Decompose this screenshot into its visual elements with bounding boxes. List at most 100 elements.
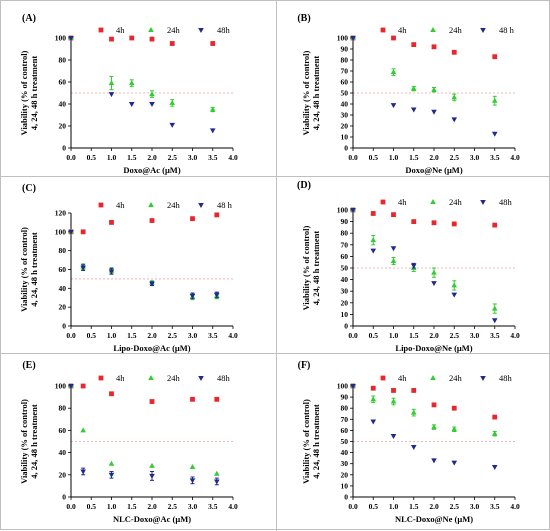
data-point-h24 — [189, 464, 196, 470]
x-axis-label: Doxo@Ac (μM) — [123, 165, 181, 175]
data-point-h48 — [370, 419, 377, 425]
data-point-h48 — [491, 465, 498, 471]
x-tick-label: 0.5 — [87, 331, 97, 340]
y-tick-label: 90 — [341, 45, 349, 54]
data-point-h48 — [350, 36, 356, 41]
y-tick-label: 50 — [341, 89, 349, 98]
data-point-h48 — [108, 269, 115, 275]
y-tick-label: 0 — [344, 144, 348, 153]
legend-label: 24h — [449, 197, 463, 207]
data-point-h24 — [390, 398, 397, 404]
y-tick-label: 60 — [341, 78, 349, 87]
y-tick-label: 40 — [341, 275, 349, 284]
x-axis-label: Lipo-Doxo@Ac (μM) — [113, 343, 190, 353]
x-tick-label: 0.5 — [369, 153, 379, 162]
x-tick-label: 1.0 — [389, 502, 399, 511]
legend-label: 24h — [449, 25, 463, 35]
y-tick-label: 20 — [59, 470, 67, 479]
data-point-h24 — [390, 258, 397, 264]
x-tick-label: 3.0 — [188, 502, 198, 511]
panel-divider — [1, 353, 550, 354]
data-point-h48 — [108, 92, 115, 98]
x-tick-label: 2.0 — [429, 331, 439, 340]
y-tick-label: 20 — [341, 122, 349, 131]
y-tick-label: 50 — [341, 264, 349, 273]
data-point-h24 — [431, 424, 437, 430]
data-point-h48 — [80, 265, 86, 271]
legend-marker — [98, 375, 104, 381]
data-point-h4 — [109, 36, 114, 42]
panel-label: (D) — [297, 180, 311, 191]
data-point-h48 — [431, 458, 437, 464]
data-point-h4 — [431, 402, 437, 408]
x-tick-label: 3.0 — [470, 331, 480, 340]
data-point-h24 — [370, 396, 377, 402]
legend-label: 24h — [167, 25, 181, 35]
data-point-h48 — [350, 208, 356, 213]
data-point-h48 — [189, 478, 196, 484]
y-axis-label: Viability (% of control) — [19, 50, 29, 135]
x-tick-label: 1.5 — [409, 502, 419, 511]
data-point-h48 — [189, 293, 196, 299]
data-point-h4 — [411, 388, 417, 393]
data-point-h48 — [451, 292, 458, 298]
x-tick-label: 3.5 — [208, 331, 218, 340]
x-tick-label: 1.0 — [107, 502, 117, 511]
legend-marker — [148, 27, 154, 32]
data-point-h48 — [390, 246, 397, 252]
data-point-h4 — [411, 42, 417, 47]
x-tick-label: 4.0 — [510, 153, 520, 162]
legend-marker — [430, 199, 436, 204]
data-point-h48 — [149, 102, 155, 107]
data-point-h4 — [411, 219, 417, 224]
y-axis-label: Viability (% of control) — [19, 227, 29, 312]
y-tick-label: 80 — [59, 404, 67, 413]
panel-label: (B) — [297, 13, 310, 24]
legend-label: 48 h — [499, 25, 515, 35]
data-point-h4 — [451, 221, 457, 227]
data-point-h24 — [370, 237, 377, 243]
legend-marker — [480, 200, 486, 205]
data-point-h24 — [80, 427, 86, 433]
data-point-h24 — [491, 97, 498, 103]
legend-marker — [430, 27, 436, 32]
data-point-h48 — [431, 281, 437, 287]
y-tick-label: 30 — [341, 287, 349, 296]
data-point-h48 — [80, 469, 86, 475]
data-point-h24 — [214, 470, 220, 476]
data-point-h24 — [491, 430, 498, 436]
data-point-h4 — [190, 216, 195, 222]
x-tick-label: 0.5 — [87, 153, 97, 162]
data-point-h4 — [370, 211, 376, 216]
data-point-h24 — [108, 460, 115, 466]
legend-label: 4h — [116, 373, 125, 383]
data-point-h48 — [390, 433, 397, 439]
data-point-h24 — [431, 86, 437, 92]
y-tick-label: 30 — [341, 111, 349, 120]
data-point-h48 — [370, 248, 377, 254]
data-point-h48 — [68, 384, 74, 389]
y-tick-label: 10 — [341, 481, 349, 490]
data-point-h48 — [451, 117, 458, 123]
y-axis-label: 4, 24, 48 h treatment — [29, 404, 39, 479]
x-tick-label: 3.0 — [470, 502, 480, 511]
data-point-h4 — [431, 44, 437, 50]
legend-label: 48h — [499, 373, 513, 383]
legend-label: 4h — [116, 25, 125, 35]
x-tick-label: 2.5 — [168, 502, 178, 511]
y-tick-label: 60 — [341, 252, 349, 261]
y-tick-label: 30 — [341, 459, 349, 468]
x-tick-label: 0.0 — [348, 331, 358, 340]
y-tick-label: 80 — [341, 404, 349, 413]
data-point-h48 — [68, 36, 74, 41]
data-point-h48 — [410, 263, 417, 269]
data-point-h48 — [491, 131, 498, 137]
legend-marker — [198, 203, 204, 208]
data-point-h48 — [491, 318, 498, 324]
data-point-h24 — [410, 85, 417, 91]
x-tick-label: 2.5 — [168, 153, 178, 162]
x-tick-label: 1.5 — [127, 331, 137, 340]
y-tick-label: 100 — [55, 382, 67, 391]
